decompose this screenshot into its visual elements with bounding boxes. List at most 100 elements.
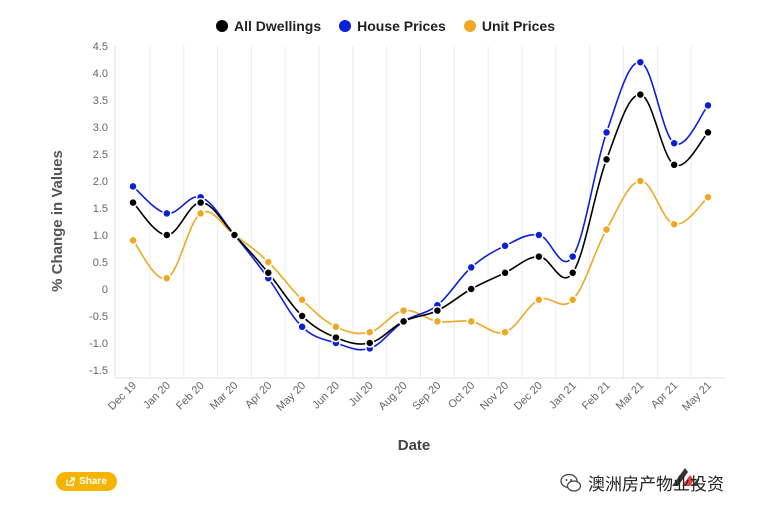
data-point	[500, 327, 510, 337]
x-tick-label: Feb 21	[580, 380, 613, 413]
x-tick-label: Jan 21	[547, 380, 579, 412]
data-point	[601, 154, 612, 165]
legend-item[interactable]: House Prices	[339, 18, 446, 34]
x-tick-label: Feb 20	[174, 380, 207, 413]
x-tick-label: Nov 20	[478, 380, 511, 413]
y-tick-label: -0.5	[89, 311, 108, 323]
data-point	[229, 230, 240, 240]
data-point	[500, 268, 510, 278]
watermark-logo-icon	[672, 468, 698, 486]
x-tick-label: Dec 19	[106, 380, 139, 413]
data-point	[703, 192, 713, 202]
data-point	[601, 224, 612, 235]
share-label: Share	[79, 476, 107, 487]
legend-item[interactable]: All Dwellings	[216, 18, 321, 34]
data-point	[162, 273, 172, 283]
data-point	[162, 208, 172, 219]
data-point	[432, 316, 443, 327]
data-point	[263, 257, 274, 267]
data-point	[567, 251, 578, 262]
x-tick-label: May 20	[274, 380, 308, 414]
watermark: 澳洲房产物业投资	[560, 470, 724, 495]
y-axis-ticks: 4.5 4.0 3.5 3.0 2.5 2.0 1.5 1.0 0.5 0 -0.5 -1.0 -1.5	[89, 41, 108, 377]
data-point	[567, 295, 578, 305]
y-tick-label: -1.0	[89, 338, 108, 350]
data-point	[466, 284, 476, 294]
y-axis-label: % Change in Values	[49, 150, 66, 292]
data-point	[128, 235, 138, 246]
data-point	[365, 338, 375, 348]
x-tick-label: Mar 21	[614, 380, 647, 413]
y-tick-label: 4.5	[93, 41, 108, 53]
legend-marker	[216, 20, 228, 32]
chart-series	[128, 57, 713, 354]
data-point	[195, 197, 206, 208]
data-point	[567, 268, 578, 278]
legend-label: All Dwellings	[234, 18, 322, 34]
x-tick-label: Jan 20	[141, 380, 173, 412]
data-point	[466, 262, 476, 273]
share-icon	[66, 477, 75, 486]
y-tick-label: 2.5	[93, 149, 108, 161]
x-tick-label: Apr 21	[649, 380, 680, 411]
chart-legend: All Dwellings House Prices Unit Prices	[0, 18, 771, 34]
legend-marker	[339, 20, 352, 32]
data-point	[195, 208, 206, 219]
x-tick-label: Aug 20	[377, 380, 410, 413]
data-point	[162, 230, 172, 240]
y-tick-label: 4.0	[93, 68, 108, 80]
data-point	[365, 327, 375, 337]
chart-grid	[114, 46, 725, 379]
data-point	[635, 57, 646, 67]
series-line	[132, 180, 709, 335]
data-point	[534, 230, 544, 240]
data-point	[669, 219, 679, 229]
data-point	[534, 295, 544, 305]
legend-marker	[463, 20, 476, 32]
x-tick-label: Mar 20	[208, 380, 241, 413]
data-point	[635, 89, 646, 100]
wechat-icon	[560, 473, 582, 492]
x-tick-label: Jul 20	[347, 380, 376, 409]
data-point	[635, 176, 646, 186]
x-tick-label: Oct 20	[446, 380, 477, 411]
data-point	[669, 160, 679, 170]
x-tick-label: Apr 20	[243, 380, 274, 411]
data-point	[263, 268, 274, 278]
legend-item[interactable]: Unit Prices	[463, 18, 555, 34]
legend-label: Unit Prices	[481, 18, 555, 34]
y-tick-label: 0.5	[93, 257, 108, 269]
data-point	[500, 241, 510, 251]
data-point	[331, 322, 341, 332]
data-point	[703, 100, 713, 111]
y-tick-label: 1.0	[93, 230, 108, 242]
x-tick-label: May 21	[680, 380, 714, 414]
data-point	[297, 322, 307, 332]
data-point	[432, 305, 443, 316]
x-tick-label: Dec 20	[512, 380, 545, 413]
data-point	[534, 251, 544, 262]
y-tick-label: 3.5	[93, 95, 108, 107]
data-point	[128, 197, 138, 208]
share-button[interactable]: Share	[56, 472, 117, 491]
data-point	[331, 332, 341, 343]
data-point	[601, 127, 612, 138]
data-point	[297, 295, 307, 305]
x-axis-ticks: Dec 19 Jan 20 Feb 20 Mar 20 Apr 20 May 20 Jun …	[106, 380, 714, 414]
watermark-text: 澳洲房产物业投资	[588, 475, 724, 494]
data-point	[398, 305, 409, 316]
data-point	[669, 138, 679, 148]
y-tick-label: 2.0	[93, 176, 108, 188]
data-point	[128, 181, 138, 192]
x-axis-label: Date	[398, 437, 431, 454]
data-point	[398, 316, 409, 327]
x-tick-label: Sep 20	[410, 380, 443, 413]
data-point	[703, 127, 713, 138]
y-tick-label: -1.5	[89, 365, 108, 377]
y-tick-label: 1.5	[93, 203, 108, 215]
y-tick-label: 3.0	[93, 122, 108, 134]
x-tick-label: Jun 20	[310, 380, 342, 412]
y-tick-label: 0	[102, 284, 108, 296]
data-point	[466, 316, 476, 327]
